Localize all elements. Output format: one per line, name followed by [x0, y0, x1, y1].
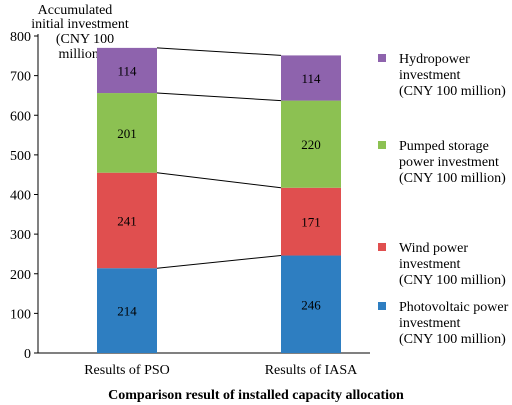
bars: 214 241 201 114 246 171 220 114	[97, 47, 341, 353]
y-tick-label: 700	[10, 70, 31, 85]
bar-segment	[281, 100, 341, 188]
y-tick-label: 0	[24, 347, 31, 362]
y-axis-title-line: (CNY 100	[56, 32, 114, 47]
legend-swatch	[378, 302, 386, 310]
bar-value-label: 220	[301, 137, 321, 152]
legend-label: Photovoltaic power	[399, 300, 509, 315]
y-tick-label: 300	[10, 228, 31, 243]
bar-segment	[281, 55, 341, 101]
y-axis-title-line: Accumulated	[38, 3, 113, 18]
bar-value-label: 214	[117, 304, 137, 319]
y-tick-label: 800	[10, 30, 31, 45]
legend-label: power investment	[399, 155, 499, 170]
y-tick-label: 100	[10, 307, 31, 322]
legend-label: (CNY 100 million)	[399, 273, 506, 288]
bar-segment	[97, 172, 157, 269]
legend-label: investment	[399, 316, 461, 331]
bar-segment	[281, 187, 341, 256]
bar-value-label: 171	[301, 215, 321, 230]
legend-label: (CNY 100 million)	[399, 332, 506, 347]
legend-label: Wind power	[399, 241, 468, 256]
bar-segment	[281, 255, 341, 353]
y-tick-labels: 0 100 200 300 400 500 600 700 800	[10, 30, 38, 362]
bar-segment	[97, 47, 157, 94]
bar-value-label: 201	[117, 126, 137, 141]
connector-line	[156, 255, 282, 269]
bar-segment	[97, 93, 157, 173]
legend-label: (CNY 100 million)	[399, 171, 506, 186]
x-axis-title: Comparison result of installed capacity …	[108, 388, 404, 403]
bar-value-label: 241	[117, 213, 137, 228]
legend-label: Pumped storage	[399, 139, 489, 154]
legend-swatch	[378, 243, 386, 251]
x-tick-label: Results of IASA	[265, 363, 358, 378]
y-axis-title-line: initial investment	[31, 17, 129, 32]
y-tick-label: 400	[10, 189, 31, 204]
legend-label: investment	[399, 257, 461, 272]
x-tick-labels: Results of PSO Results of IASA	[84, 363, 358, 378]
y-tick-label: 600	[10, 109, 31, 124]
bar-value-label: 114	[301, 71, 321, 86]
connector-line	[156, 92, 282, 102]
legend-label: Hydropower	[399, 52, 470, 67]
bar-value-label: 246	[301, 297, 321, 312]
legend-swatch	[378, 54, 386, 62]
legend-label: investment	[399, 68, 461, 83]
bar-segment	[97, 268, 157, 353]
y-tick-label: 200	[10, 268, 31, 283]
connector-line	[156, 172, 282, 189]
legend-swatch	[378, 141, 386, 149]
x-tick-label: Results of PSO	[84, 363, 170, 378]
connector-line	[156, 47, 282, 56]
connector-lines	[156, 47, 282, 269]
y-tick-label: 500	[10, 149, 31, 164]
y-axis-title-line: million)	[58, 47, 103, 62]
bar-value-label: 114	[117, 63, 137, 78]
legend-label: (CNY 100 million)	[399, 84, 506, 99]
